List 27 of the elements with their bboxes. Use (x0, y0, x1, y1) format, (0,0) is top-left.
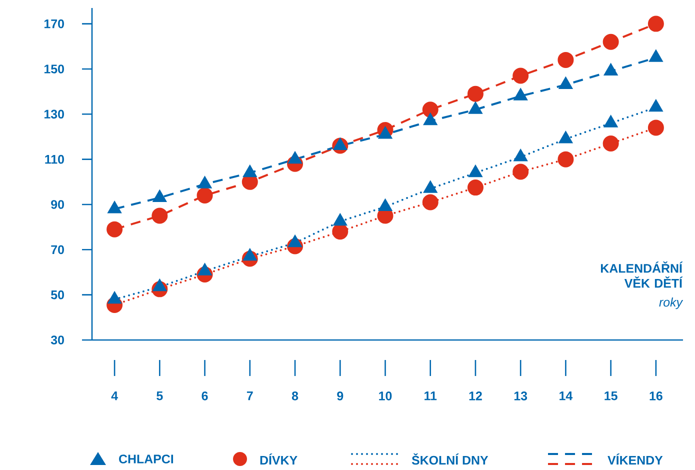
x-tick-label: 7 (246, 392, 253, 400)
y-tick-label: 90 (51, 200, 64, 209)
y-tick-label: 110 (45, 154, 64, 164)
y-tick-label: 130 (44, 110, 64, 119)
y-tick-label: 30 (50, 336, 64, 344)
x-tick-label: 5 (156, 392, 163, 400)
x-tick-label: 14 (560, 392, 573, 400)
x-axis-title: KALENDÁŘNÍ VĚK DĚTÍ (600, 262, 683, 288)
x-tick-label: 10 (379, 392, 392, 400)
x-tick-label: 4 (111, 392, 118, 400)
annotation: roky (659, 298, 684, 310)
x-tick-label: 16 (650, 392, 662, 400)
x-tick-label: 6 (202, 392, 208, 400)
x-tick-label: 9 (337, 392, 344, 400)
x-tick-label: 13 (514, 392, 528, 400)
x-tick-label: 11 (424, 392, 437, 400)
y-tick-label: 50 (51, 290, 64, 300)
text: ŠKOLNÍ DNY (412, 453, 488, 465)
y-tick-label: 70 (51, 245, 64, 254)
x-tick-label: 12 (469, 392, 482, 400)
text: VÍKENDY (608, 453, 663, 465)
text: CHLAPCI (119, 454, 174, 464)
y-tick-label: 170 (44, 19, 64, 28)
text: DÍVKY (260, 453, 298, 465)
x-tick-label: 15 (604, 392, 618, 400)
x-tick-label: 8 (292, 392, 298, 400)
y-tick-label: 150 (44, 64, 64, 74)
